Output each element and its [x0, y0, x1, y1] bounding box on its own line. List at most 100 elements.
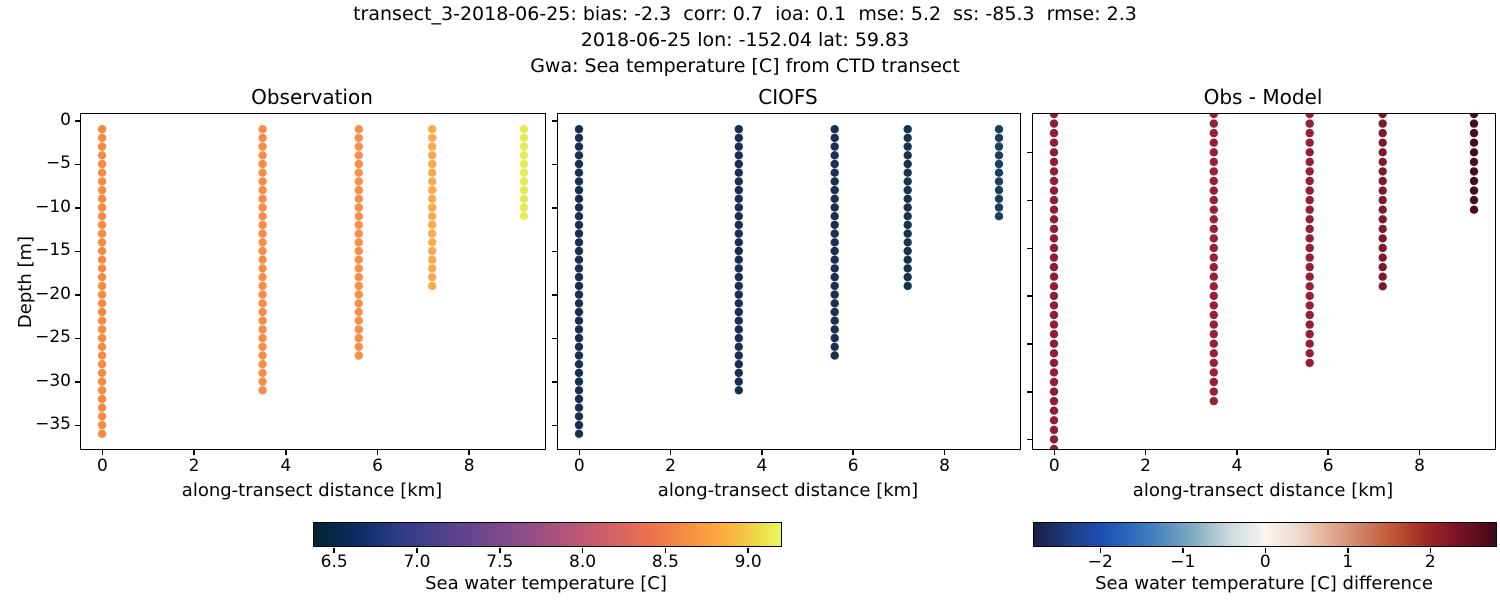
panel-title-obs-model: Obs - Model: [1203, 85, 1323, 109]
scatter-point: [574, 403, 584, 412]
scatter-point: [97, 159, 107, 169]
scatter-point: [1209, 234, 1218, 243]
scatter-point: [903, 151, 912, 160]
y-tick: [552, 424, 557, 427]
scatter-point: [354, 307, 363, 317]
scatter-point: [734, 142, 743, 151]
scatter-point: [574, 255, 584, 264]
scatter-point: [830, 333, 839, 343]
y-tick: [1027, 391, 1032, 393]
scatter-point: [574, 377, 584, 386]
scatter-point: [258, 333, 267, 343]
scatter-point: [574, 272, 584, 282]
scatter-column: [97, 125, 107, 438]
scatter-point: [734, 238, 743, 247]
scatter-point: [734, 151, 743, 160]
y-tick: [552, 207, 557, 209]
scatter-point: [574, 290, 584, 299]
x-tick: [468, 449, 470, 455]
x-tick-label: 6: [1322, 456, 1334, 476]
scatter-point: [258, 168, 267, 177]
scatter-point: [1469, 148, 1479, 157]
scatter-point: [903, 281, 912, 291]
scatter-point: [830, 272, 839, 282]
scatter-point: [1469, 195, 1479, 205]
scatter-point: [519, 125, 529, 134]
x-tick-label: 6: [372, 456, 383, 476]
scatter-point: [519, 212, 529, 221]
scatter-point: [354, 212, 363, 221]
scatter-point: [97, 229, 107, 238]
scatter-point: [519, 142, 529, 151]
scatter-point: [734, 264, 743, 273]
scatter-point: [734, 212, 743, 221]
scatter-point: [1049, 167, 1059, 176]
scatter-point: [97, 403, 107, 412]
scatter-point: [903, 142, 912, 151]
scatter-point: [354, 203, 363, 212]
scatter-point: [903, 229, 912, 238]
scatter-point: [1469, 167, 1479, 176]
scatter-point: [97, 194, 107, 203]
y-tick-label: −15: [35, 240, 71, 261]
scatter-point: [258, 246, 267, 256]
scatter-point: [354, 168, 363, 177]
scatter-point: [354, 281, 363, 291]
scatter-point: [258, 159, 267, 169]
x-tick-label: 6: [847, 456, 859, 476]
scatter-point: [1049, 387, 1059, 396]
scatter-point: [1305, 176, 1314, 186]
scatter-point: [1049, 224, 1059, 234]
scatter-point: [1378, 128, 1387, 138]
scatter-point: [354, 351, 363, 360]
scatter-point: [1209, 167, 1218, 176]
y-tick: [75, 250, 80, 253]
scatter-point: [1378, 186, 1387, 195]
panel-title-observation: Observation: [251, 85, 373, 109]
scatter-point: [1378, 114, 1387, 119]
y-tick: [1027, 247, 1032, 250]
scatter-point: [830, 299, 839, 308]
scatter-point: [258, 133, 267, 143]
scatter-point: [574, 185, 584, 195]
scatter-point: [574, 351, 584, 360]
scatter-point: [258, 220, 267, 230]
scatter-point: [1305, 195, 1314, 205]
scatter-point: [574, 203, 584, 212]
x-axis-label-observation: along-transect distance [km]: [181, 480, 443, 501]
scatter-point: [258, 177, 267, 186]
scatter-point: [830, 351, 839, 360]
scatter-point: [1209, 186, 1218, 195]
suptitle-line-1: transect_3-2018-06-25: bias: -2.3 corr: …: [353, 3, 1137, 25]
scatter-point: [734, 281, 743, 291]
y-tick-label: −20: [35, 283, 71, 304]
scatter-point: [1305, 282, 1314, 291]
scatter-point: [1209, 320, 1218, 329]
x-tick-label: 0: [573, 456, 585, 476]
scatter-point: [574, 420, 584, 430]
scatter-point: [1378, 243, 1387, 253]
scatter-point: [428, 238, 437, 247]
scatter-point: [1305, 114, 1314, 119]
colorbar-tick: [333, 548, 335, 553]
x-tick: [1053, 449, 1056, 455]
y-tick-label: −5: [45, 153, 71, 174]
scatter-point: [97, 377, 107, 386]
colorbar-tick: [581, 548, 584, 553]
scatter-point: [428, 177, 437, 186]
scatter-point: [830, 220, 839, 230]
scatter-point: [994, 203, 1004, 212]
scatter-point: [428, 133, 437, 143]
scatter-point: [354, 264, 363, 273]
colorbar-tick-label: 2: [1424, 552, 1436, 572]
scatter-point: [97, 333, 107, 343]
scatter-point: [428, 246, 437, 256]
scatter-point: [734, 325, 743, 334]
scatter-point: [830, 185, 839, 195]
y-tick: [1027, 343, 1032, 345]
colorbar-tick: [664, 548, 667, 553]
scatter-point: [1049, 349, 1059, 358]
scatter-point: [574, 177, 584, 186]
scatter-point: [1378, 234, 1387, 243]
scatter-point: [734, 342, 743, 351]
